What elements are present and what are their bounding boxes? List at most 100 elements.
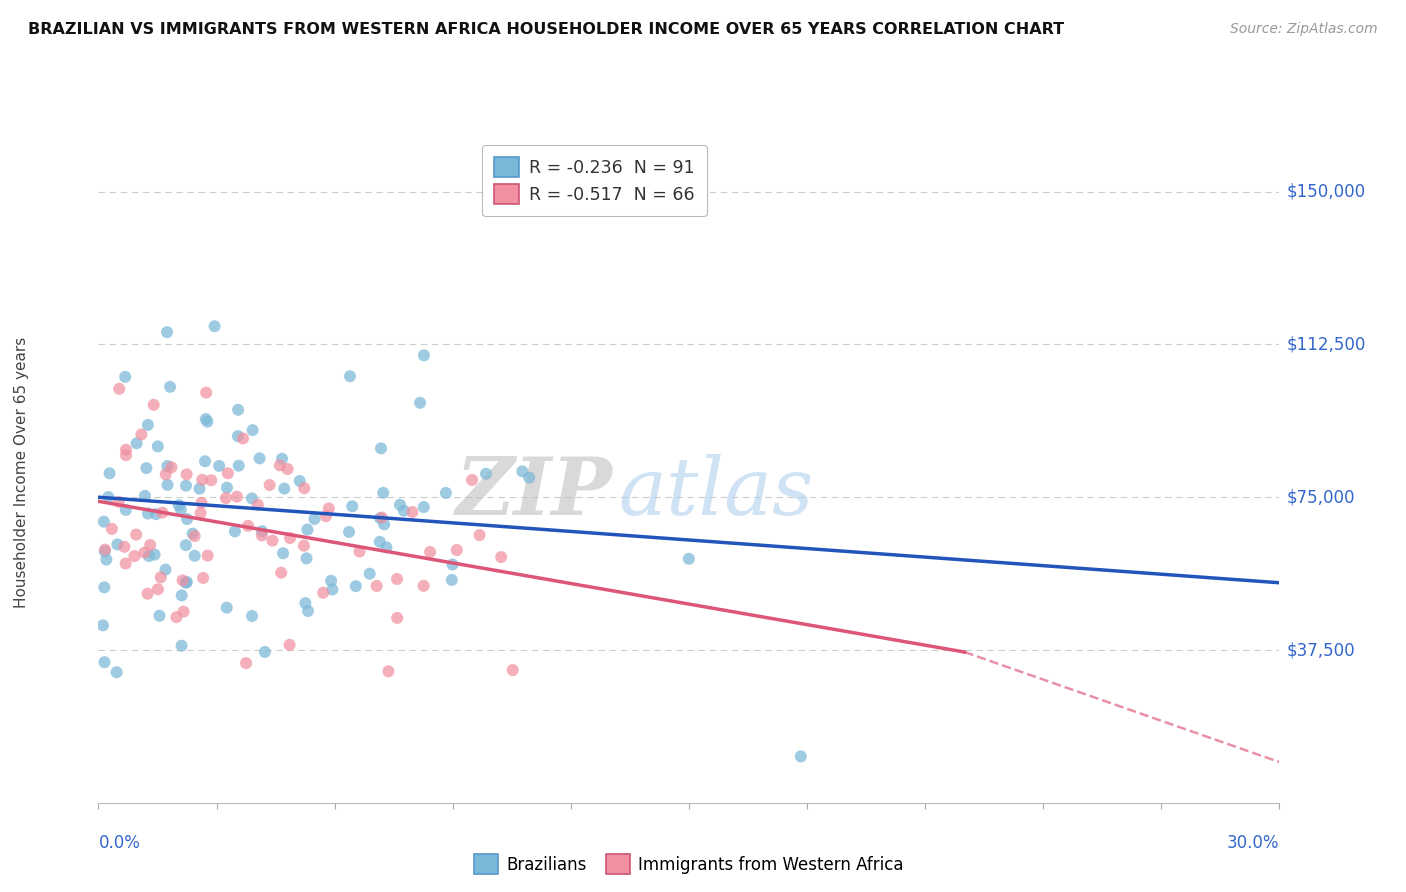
Point [388, 498, 411, 512]
Point [135, 461, 157, 475]
Point [170, 588, 193, 602]
Point [373, 517, 395, 532]
Text: ZIP: ZIP [456, 454, 612, 532]
Point [165, 610, 187, 624]
Point [190, 496, 212, 510]
Point [115, 442, 138, 457]
Point [249, 451, 271, 466]
Point [321, 582, 343, 597]
Point [146, 439, 169, 453]
Point [377, 665, 399, 679]
Point [215, 491, 238, 505]
Point [125, 527, 148, 541]
Text: Source: ZipAtlas.com: Source: ZipAtlas.com [1230, 22, 1378, 37]
Point [278, 531, 301, 545]
Point [232, 432, 254, 446]
Point [475, 467, 498, 481]
Point [148, 608, 170, 623]
Point [195, 385, 218, 400]
Point [98, 467, 121, 481]
Point [97, 490, 120, 504]
Point [441, 558, 464, 572]
Point [91, 618, 114, 632]
Point [373, 485, 395, 500]
Point [288, 474, 311, 488]
Point [159, 380, 181, 394]
Point [124, 549, 146, 563]
Point [240, 491, 263, 506]
Point [197, 415, 219, 429]
Point [181, 526, 204, 541]
Point [412, 579, 434, 593]
Point [156, 325, 179, 339]
Point [319, 574, 342, 588]
Point [392, 503, 415, 517]
Text: BRAZILIAN VS IMMIGRANTS FROM WESTERN AFRICA HOUSEHOLDER INCOME OVER 65 YEARS COR: BRAZILIAN VS IMMIGRANTS FROM WESTERN AFR… [28, 22, 1064, 37]
Point [270, 566, 292, 580]
Point [278, 638, 301, 652]
Point [174, 575, 197, 590]
Point [236, 518, 259, 533]
Point [204, 319, 226, 334]
Point [242, 423, 264, 437]
Point [412, 500, 434, 514]
Point [318, 501, 340, 516]
Point [370, 442, 392, 456]
Point [172, 574, 194, 588]
Point [517, 470, 540, 484]
Point [114, 369, 136, 384]
Point [359, 566, 381, 581]
Point [190, 506, 212, 520]
Point [176, 512, 198, 526]
Text: atlas: atlas [619, 454, 814, 532]
Legend: Brazilians, Immigrants from Western Africa: Brazilians, Immigrants from Western Afri… [468, 847, 910, 880]
Point [145, 507, 167, 521]
Point [136, 587, 159, 601]
Point [225, 490, 247, 504]
Point [409, 396, 432, 410]
Point [235, 656, 257, 670]
Point [105, 665, 128, 680]
Point [105, 537, 128, 551]
Text: 30.0%: 30.0% [1227, 834, 1279, 852]
Point [146, 582, 169, 597]
Point [295, 551, 318, 566]
Point [259, 478, 281, 492]
Point [94, 542, 117, 557]
Point [368, 511, 391, 525]
Point [228, 458, 250, 473]
Point [512, 464, 534, 478]
Point [250, 524, 273, 539]
Point [468, 528, 491, 542]
Point [160, 460, 183, 475]
Point [143, 548, 166, 562]
Point [194, 412, 217, 426]
Point [170, 639, 193, 653]
Text: Householder Income Over 65 years: Householder Income Over 65 years [14, 337, 28, 608]
Point [401, 505, 423, 519]
Point [155, 563, 177, 577]
Point [292, 481, 315, 495]
Point [342, 500, 364, 514]
Point [176, 467, 198, 482]
Point [183, 529, 205, 543]
Point [174, 478, 197, 492]
Point [134, 489, 156, 503]
Point [790, 749, 813, 764]
Text: $150,000: $150,000 [1286, 183, 1365, 201]
Point [339, 369, 361, 384]
Point [155, 467, 177, 482]
Point [297, 604, 319, 618]
Point [156, 458, 179, 473]
Point [226, 402, 249, 417]
Point [191, 473, 214, 487]
Text: 0.0%: 0.0% [98, 834, 141, 852]
Point [344, 579, 367, 593]
Point [108, 382, 131, 396]
Point [371, 510, 394, 524]
Point [93, 580, 115, 594]
Point [152, 506, 174, 520]
Point [246, 498, 269, 512]
Point [294, 596, 316, 610]
Point [387, 611, 409, 625]
